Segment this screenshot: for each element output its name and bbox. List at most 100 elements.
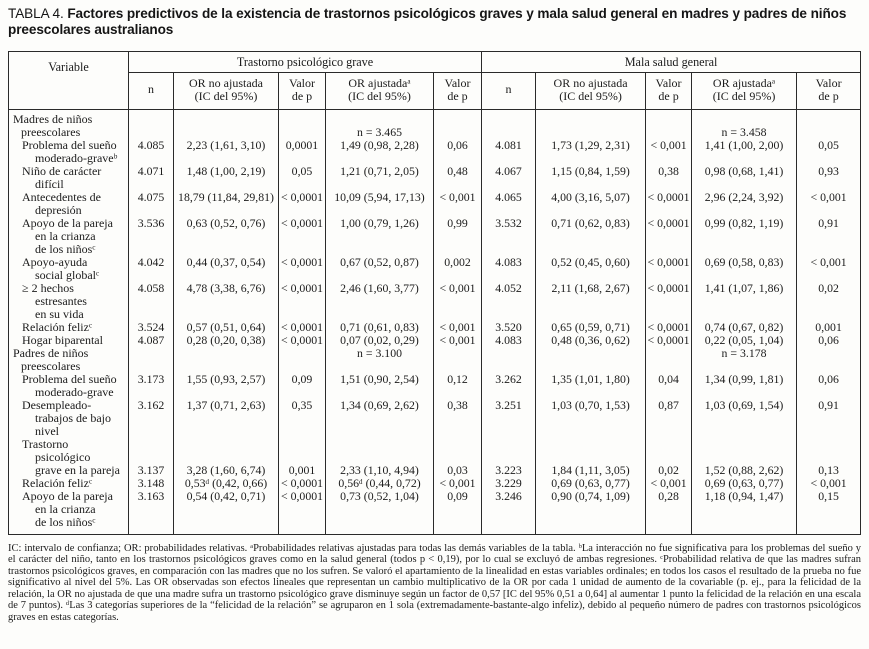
section-empty-cell bbox=[796, 346, 861, 373]
table-cell: 1,51 (0,90, 2,54) bbox=[325, 372, 434, 399]
table-cell: 1,41 (1,00, 2,00) bbox=[691, 138, 797, 165]
table-row: Trastorno psicológico grave en la pareja… bbox=[9, 436, 861, 477]
table-cell: 4.083 bbox=[481, 255, 536, 282]
table-row: Relación felizᶜ 3.148 0,53ᵈ (0,42, 0,66) < … bbox=[9, 476, 861, 490]
table-cell: 3.148 bbox=[128, 476, 174, 490]
column-header-or-no-ajustada: OR no ajustada (IC del 95%) bbox=[535, 72, 646, 110]
table-row: Apoyo-ayuda social globalᶜ 4.042 0,44 (0,3… bbox=[9, 255, 861, 282]
table-cell: 0,69 (0,63, 0,77) bbox=[535, 476, 646, 490]
table-cell: 1,52 (0,88, 2,62) bbox=[691, 437, 797, 477]
table-cell: 0,13 bbox=[796, 437, 861, 477]
table-cell: 2,96 (2,24, 3,92) bbox=[691, 190, 797, 217]
table-cell: 4,78 (3,38, 6,76) bbox=[173, 281, 279, 321]
table-cell: 0,74 (0,67, 0,82) bbox=[691, 320, 797, 334]
table-cell: 0,0001 bbox=[278, 138, 326, 165]
table-cell: 0,05 bbox=[278, 164, 326, 191]
table-cell: 0,09 bbox=[278, 372, 326, 399]
table-cell: 0,73 (0,52, 1,04) bbox=[325, 489, 434, 535]
row-label: Trastorno psicológico grave en la pareja bbox=[22, 436, 120, 477]
table-cell: 0,15 bbox=[796, 489, 861, 535]
table-cell: < 0,001 bbox=[432, 320, 482, 334]
table-cell: 3.536 bbox=[128, 216, 174, 256]
table-cell: 1,84 (1,11, 3,05) bbox=[535, 437, 646, 477]
section-empty-cell bbox=[796, 109, 861, 139]
table-cell: 3.262 bbox=[481, 372, 536, 399]
subheader-row: n OR no ajustada (IC del 95%) Valor de p… bbox=[9, 72, 861, 110]
table-cell: 1,03 (0,69, 1,54) bbox=[691, 398, 797, 438]
table-cell: < 0,0001 bbox=[278, 255, 326, 282]
table-cell: 0,38 bbox=[432, 398, 482, 438]
section-empty-cell bbox=[535, 346, 646, 373]
table-body: Madres de niños preescolares n = 3.465 n =… bbox=[9, 109, 861, 535]
column-header-valor-p: Valor de p bbox=[432, 72, 482, 110]
table-cell: 3.520 bbox=[481, 320, 536, 334]
table-cell: 0,06 bbox=[796, 372, 861, 399]
table-cell: 1,03 (0,70, 1,53) bbox=[535, 398, 646, 438]
section-empty-cell bbox=[128, 346, 174, 373]
table-cell: 3.137 bbox=[128, 437, 174, 477]
table-cell: 0,99 (0,82, 1,19) bbox=[691, 216, 797, 256]
document-page: TABLA 4. Factores predictivos de la exis… bbox=[8, 6, 862, 623]
table-cell: 0,69 (0,63, 0,77) bbox=[691, 476, 797, 490]
table-cell: 3.173 bbox=[128, 372, 174, 399]
table-cell: < 0,001 bbox=[432, 190, 482, 217]
table-cell: 1,18 (0,94, 1,47) bbox=[691, 489, 797, 535]
row-label: Relación felizᶜ bbox=[22, 319, 93, 334]
table-cell: 0,04 bbox=[645, 372, 692, 399]
row-label: Antecedentes de depresión bbox=[22, 189, 101, 217]
column-header-n: n bbox=[128, 72, 174, 110]
table-cell: 0,63 (0,52, 0,76) bbox=[173, 216, 279, 256]
table-cell: < 0,0001 bbox=[645, 190, 692, 217]
table-cell: 2,11 (1,68, 2,67) bbox=[535, 281, 646, 321]
table-cell: 4.085 bbox=[128, 138, 174, 165]
table-cell: 0,54 (0,42, 0,71) bbox=[173, 489, 279, 535]
table-cell: < 0,0001 bbox=[278, 476, 326, 490]
table-cell: < 0,0001 bbox=[645, 255, 692, 282]
table-cell: < 0,001 bbox=[645, 138, 692, 165]
table-cell: < 0,001 bbox=[432, 333, 482, 347]
table-cell: < 0,0001 bbox=[278, 320, 326, 334]
table-cell: 4.075 bbox=[128, 190, 174, 217]
section-empty-cell bbox=[278, 346, 326, 373]
table-cell: < 0,0001 bbox=[645, 281, 692, 321]
table-cell: 0,06 bbox=[796, 333, 861, 347]
column-header-valor-p: Valor de p bbox=[796, 72, 861, 110]
table-cell: 0,71 (0,61, 0,83) bbox=[325, 320, 434, 334]
table-cell: 4.071 bbox=[128, 164, 174, 191]
section-empty-cell bbox=[645, 109, 692, 139]
table-cell: 0,91 bbox=[796, 216, 861, 256]
table-cell: 1,73 (1,29, 2,31) bbox=[535, 138, 646, 165]
table-cell: 0,02 bbox=[796, 281, 861, 321]
row-label: Problema del sueño moderado-grave bbox=[22, 371, 117, 399]
table-cell: 1,35 (1,01, 1,80) bbox=[535, 372, 646, 399]
table-cell: < 0,0001 bbox=[278, 216, 326, 256]
table-cell: 0,002 bbox=[432, 255, 482, 282]
table-cell: 0,02 bbox=[645, 437, 692, 477]
section-empty-cell bbox=[481, 346, 536, 373]
table-cell: 3.524 bbox=[128, 320, 174, 334]
section-empty-cell bbox=[432, 346, 482, 373]
section-label: Padres de niños preescolares bbox=[13, 345, 89, 373]
table-cell: 3,28 (1,60, 6,74) bbox=[173, 437, 279, 477]
table-cell: < 0,0001 bbox=[645, 216, 692, 256]
table-cell: 0,65 (0,59, 0,71) bbox=[535, 320, 646, 334]
table-cell: 18,79 (11,84, 29,81) bbox=[173, 190, 279, 217]
row-label: Niño de carácter difícil bbox=[22, 163, 102, 191]
table-cell: 0,09 bbox=[432, 489, 482, 535]
table-cell: 1,21 (0,71, 2,05) bbox=[325, 164, 434, 191]
section-label: Madres de niños preescolares bbox=[13, 111, 93, 139]
table-cell: < 0,0001 bbox=[278, 190, 326, 217]
table-row: Relación felizᶜ 3.524 0,57 (0,51, 0,64) < 0… bbox=[9, 319, 861, 334]
table-cell: 0,28 (0,20, 0,38) bbox=[173, 333, 279, 347]
table-cell: 1,49 (0,98, 2,28) bbox=[325, 138, 434, 165]
table-cell: 0,05 bbox=[796, 138, 861, 165]
table-cell: 3.163 bbox=[128, 489, 174, 535]
table-cell: 0,12 bbox=[432, 372, 482, 399]
row-label: Apoyo de la pareja en la crianza de los … bbox=[22, 488, 113, 529]
column-header-valor-p: Valor de p bbox=[278, 72, 326, 110]
table-cell: 1,41 (1,07, 1,86) bbox=[691, 281, 797, 321]
table-cell: 0,001 bbox=[796, 320, 861, 334]
footnote: IC: intervalo de confianza; OR: probabil… bbox=[8, 542, 861, 623]
table-cell: 1,34 (0,69, 2,62) bbox=[325, 398, 434, 438]
table-cell: 1,48 (1,00, 2,19) bbox=[173, 164, 279, 191]
